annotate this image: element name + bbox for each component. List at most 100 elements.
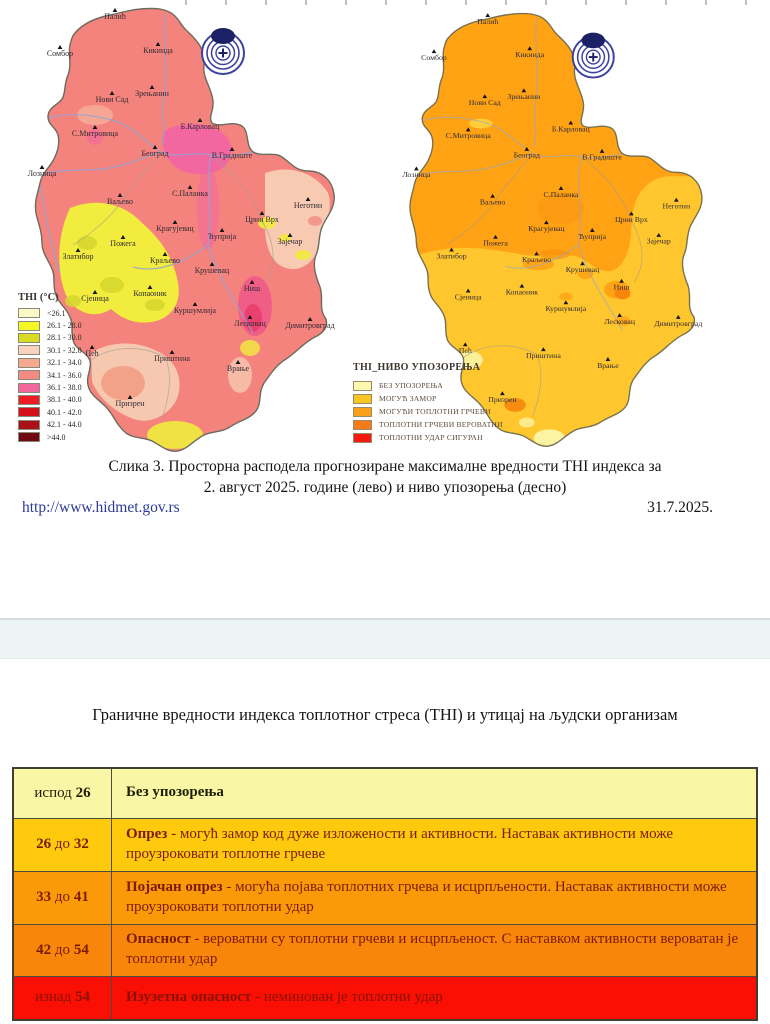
city-label: Неготин	[294, 201, 323, 210]
city-label: Крушевац	[195, 266, 230, 275]
legend-label: 32.1 - 34.0	[47, 358, 82, 368]
city-marker	[152, 145, 158, 149]
legend-swatch	[353, 419, 372, 430]
legend-row: >44.0	[18, 431, 82, 443]
legend-label: ТОПЛОТНИ УДАР СИГУРАН	[379, 433, 483, 442]
city-label: Крагујевац	[156, 224, 194, 233]
city-marker	[629, 211, 634, 216]
city-marker	[524, 146, 530, 151]
city-marker	[465, 288, 471, 293]
city-marker	[162, 252, 168, 256]
legend-row: 40.1 - 42.0	[18, 406, 82, 418]
city-label: С.Паланка	[172, 189, 208, 198]
city-marker	[192, 302, 198, 306]
city-marker	[568, 120, 574, 125]
description-cell: Појачан опрез - могућа појава топлотних …	[111, 870, 758, 925]
legend-title: THI_НИВО УПОЗОРЕЊА	[353, 362, 481, 373]
city-label: Врање	[227, 364, 250, 373]
warning-level-label: Опрез	[126, 825, 168, 842]
description-cell: Без упозорења	[111, 767, 758, 819]
city-label: Нови Сад	[96, 95, 129, 104]
city-label: Београд	[141, 149, 168, 158]
legend-label: ТОПЛОТНИ ГРЧЕВИ ВЕРОВАТНИ	[379, 420, 503, 429]
city-marker	[449, 247, 454, 252]
legend-row: 36.1 - 38.0	[18, 381, 82, 393]
city-marker	[519, 283, 525, 288]
city-marker	[485, 13, 491, 17]
legend-label: >44.0	[47, 432, 66, 442]
city-marker	[490, 193, 495, 198]
rhmz-logo	[571, 32, 615, 79]
city-marker	[92, 290, 98, 294]
city-label: Приштина	[154, 354, 190, 363]
city-label: Куршумлија	[545, 304, 586, 313]
serbia-outline	[409, 12, 703, 447]
legend-label: МОГУЋИ ТОПЛОТНИ ГРЧЕВИ	[379, 407, 491, 416]
legend-swatch	[18, 394, 40, 405]
city-label: Зајечар	[647, 237, 671, 246]
city-label: Пожега	[483, 239, 508, 248]
city-marker	[120, 235, 126, 239]
thi-legend: THI (°C) <26.1 26.1 - 28.0 28.1 - 30.0 30.1…	[18, 292, 82, 443]
legend-label: 34.1 - 36.0	[47, 370, 82, 380]
city-label: С.Митровица	[446, 131, 492, 140]
legend-label: 40.1 - 42.0	[47, 407, 82, 417]
city-label: Зрењанин	[135, 89, 169, 98]
table-row: изнад 54 Изузетна опасност - неминован је…	[12, 975, 758, 1021]
city-label: Сомбор	[421, 53, 447, 62]
caption-line2: 2. август 2025. године (лево) и ниво упо…	[203, 479, 567, 497]
city-marker	[527, 46, 533, 51]
legend-swatch	[18, 432, 40, 443]
city-marker	[500, 391, 505, 396]
city-label: Димитровград	[654, 319, 702, 328]
legend-row: БЕЗ УПОЗОРЕЊА	[353, 379, 503, 392]
legend-row: МОГУЋИ ТОПЛОТНИ ГРЧЕВИ	[353, 405, 503, 418]
city-marker	[482, 94, 488, 99]
cropped-title-artifact	[185, 0, 770, 5]
city-marker	[465, 127, 471, 132]
legend-row: 42.1 - 44.0	[18, 419, 82, 431]
city-label: С.Паланка	[544, 190, 580, 199]
city-label: Краљево	[522, 255, 551, 264]
city-marker	[259, 211, 265, 215]
legend-label: 28.1 - 30.0	[47, 333, 82, 343]
city-label: Златибор	[62, 252, 93, 261]
legend-swatch	[353, 432, 372, 443]
legend-swatch	[353, 393, 372, 404]
city-marker	[617, 313, 622, 317]
legend-label: 38.1 - 40.0	[47, 395, 82, 405]
legend-row: <26.1	[18, 307, 82, 319]
city-marker	[558, 186, 564, 190]
hidmet-link[interactable]: http://www.hidmet.gov.rs	[22, 499, 180, 516]
city-marker	[249, 280, 255, 284]
city-marker	[229, 147, 235, 151]
city-marker	[414, 166, 419, 171]
city-marker	[169, 350, 175, 354]
city-marker	[521, 88, 527, 93]
city-label: Зрењанин	[507, 92, 540, 101]
city-marker	[534, 251, 539, 256]
legend-row: ТОПЛОТНИ УДАР СИГУРАН	[353, 431, 503, 444]
city-label: Кикинда	[515, 50, 544, 59]
city-marker	[235, 360, 241, 364]
legend-swatch	[18, 332, 40, 343]
warning-level-label: Појачан опрез	[126, 878, 223, 895]
legend-label: МОГУЋ ЗАМОР	[379, 394, 437, 403]
legend-swatch	[18, 320, 40, 331]
city-label: Црни Врх	[245, 215, 279, 224]
thi-threshold-table: испод 26 Без упозорења 26 до 32 Опрез - мог…	[12, 767, 758, 1021]
city-label: Нови Сад	[469, 98, 501, 107]
city-label: Сјеница	[455, 292, 482, 301]
city-marker	[619, 278, 624, 283]
city-marker	[589, 228, 595, 232]
range-cell: 42 до 54	[12, 923, 112, 977]
city-marker	[149, 85, 155, 89]
city-marker	[187, 185, 193, 189]
table-row: 33 до 41 Појачан опрез - могућа појава то…	[12, 870, 758, 925]
city-marker	[493, 234, 498, 239]
city-label: В.Градиште	[212, 151, 253, 160]
city-marker	[599, 148, 605, 153]
city-marker	[247, 315, 253, 319]
city-label: Ниш	[614, 283, 630, 292]
legend-row: ТОПЛОТНИ ГРЧЕВИ ВЕРОВАТНИ	[353, 418, 503, 431]
